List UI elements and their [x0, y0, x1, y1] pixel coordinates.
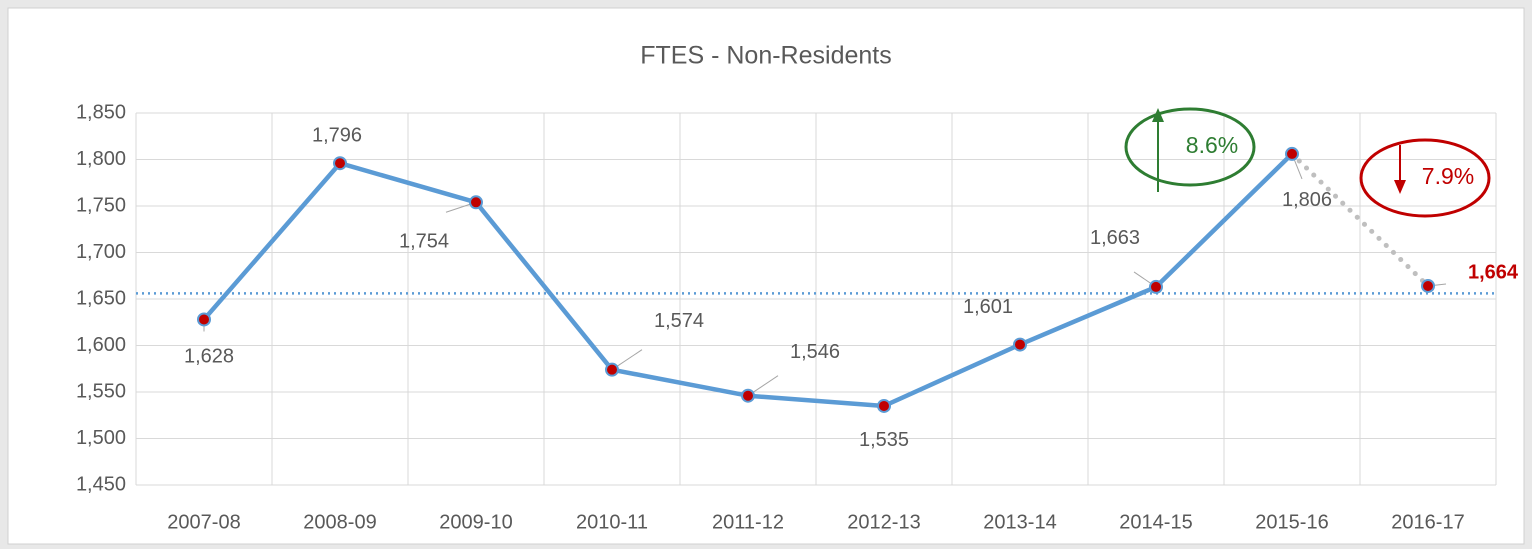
arrow-head — [1394, 180, 1406, 194]
point — [333, 156, 347, 171]
annotation-ellipse — [1124, 107, 1256, 187]
x-tick-label: 2014-15 — [1119, 511, 1192, 533]
data-label: 1,535 — [859, 429, 909, 451]
x-tick-label: 2011-12 — [712, 511, 784, 533]
y-tick-label: 1,500 — [76, 427, 126, 449]
x-tick-label: 2016-17 — [1391, 511, 1464, 533]
x-tick-label: 2008-09 — [303, 511, 376, 533]
x-tick-label: 2009-10 — [439, 511, 512, 533]
point — [877, 398, 891, 413]
point — [1013, 337, 1027, 352]
point — [469, 195, 483, 210]
y-tick-label: 1,750 — [76, 194, 126, 216]
annotation-ellipse — [1359, 138, 1491, 218]
y-tick-label: 1,550 — [76, 380, 126, 402]
data-label: 1,663 — [1090, 227, 1140, 249]
point — [741, 388, 755, 403]
x-tick-label: 2010-11 — [576, 511, 648, 533]
y-tick-label: 1,700 — [76, 241, 126, 263]
data-label: 1,546 — [790, 341, 840, 363]
annotation-text: 8.6% — [1186, 132, 1238, 158]
x-tick-label: 2015-16 — [1255, 511, 1328, 533]
y-tick-label: 1,450 — [76, 473, 126, 495]
point — [1285, 146, 1299, 161]
y-tick-label: 1,800 — [76, 148, 126, 170]
data-label: 1,806 — [1282, 189, 1332, 211]
chart-title: FTES - Non-Residents — [640, 42, 891, 70]
arrow-head — [1152, 108, 1164, 122]
x-tick-label: 2012-13 — [847, 511, 920, 533]
x-tick-label: 2007-08 — [167, 511, 240, 533]
y-tick-label: 1,850 — [76, 101, 126, 123]
point — [197, 312, 211, 327]
data-label: 1,628 — [184, 346, 234, 368]
data-label: 1,664 — [1468, 261, 1519, 283]
data-label: 1,796 — [312, 125, 362, 147]
data-label: 1,601 — [963, 296, 1013, 318]
x-tick-label: 2013-14 — [983, 511, 1056, 533]
chart-area — [7, 7, 1525, 545]
annotation-text: 7.9% — [1422, 163, 1474, 189]
y-tick-label: 1,600 — [76, 334, 126, 356]
projection-line — [1289, 151, 1431, 289]
y-tick-label: 1,650 — [76, 287, 126, 309]
point — [1421, 278, 1435, 293]
data-label: 1,574 — [654, 310, 704, 332]
point — [1149, 279, 1163, 294]
data-label: 1,754 — [399, 231, 449, 253]
point — [605, 362, 619, 377]
